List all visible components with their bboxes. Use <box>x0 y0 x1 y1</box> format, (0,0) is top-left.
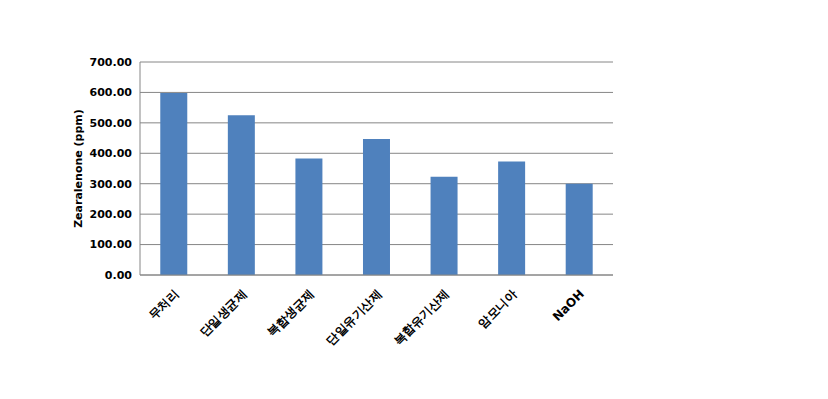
svg-text:0.00: 0.00 <box>105 269 132 282</box>
svg-text:100.00: 100.00 <box>90 238 133 251</box>
svg-text:단일유기산제: 단일유기산제 <box>323 287 384 348</box>
svg-text:400.00: 400.00 <box>90 147 133 160</box>
svg-text:복합유기산제: 복합유기산제 <box>391 287 452 348</box>
svg-text:복합생균제: 복합생균제 <box>264 287 316 339</box>
svg-text:300.00: 300.00 <box>90 178 133 191</box>
svg-text:단일생균제: 단일생균제 <box>197 287 249 339</box>
svg-text:NaOH: NaOH <box>550 287 587 324</box>
svg-text:무처리: 무처리 <box>146 287 181 322</box>
svg-text:Zearalenone (ppm): Zearalenone (ppm) <box>72 109 85 228</box>
svg-text:700.00: 700.00 <box>90 56 133 69</box>
svg-text:600.00: 600.00 <box>90 86 133 99</box>
svg-text:200.00: 200.00 <box>90 208 133 221</box>
svg-text:500.00: 500.00 <box>90 117 133 130</box>
svg-text:암모니아: 암모니아 <box>476 287 520 331</box>
